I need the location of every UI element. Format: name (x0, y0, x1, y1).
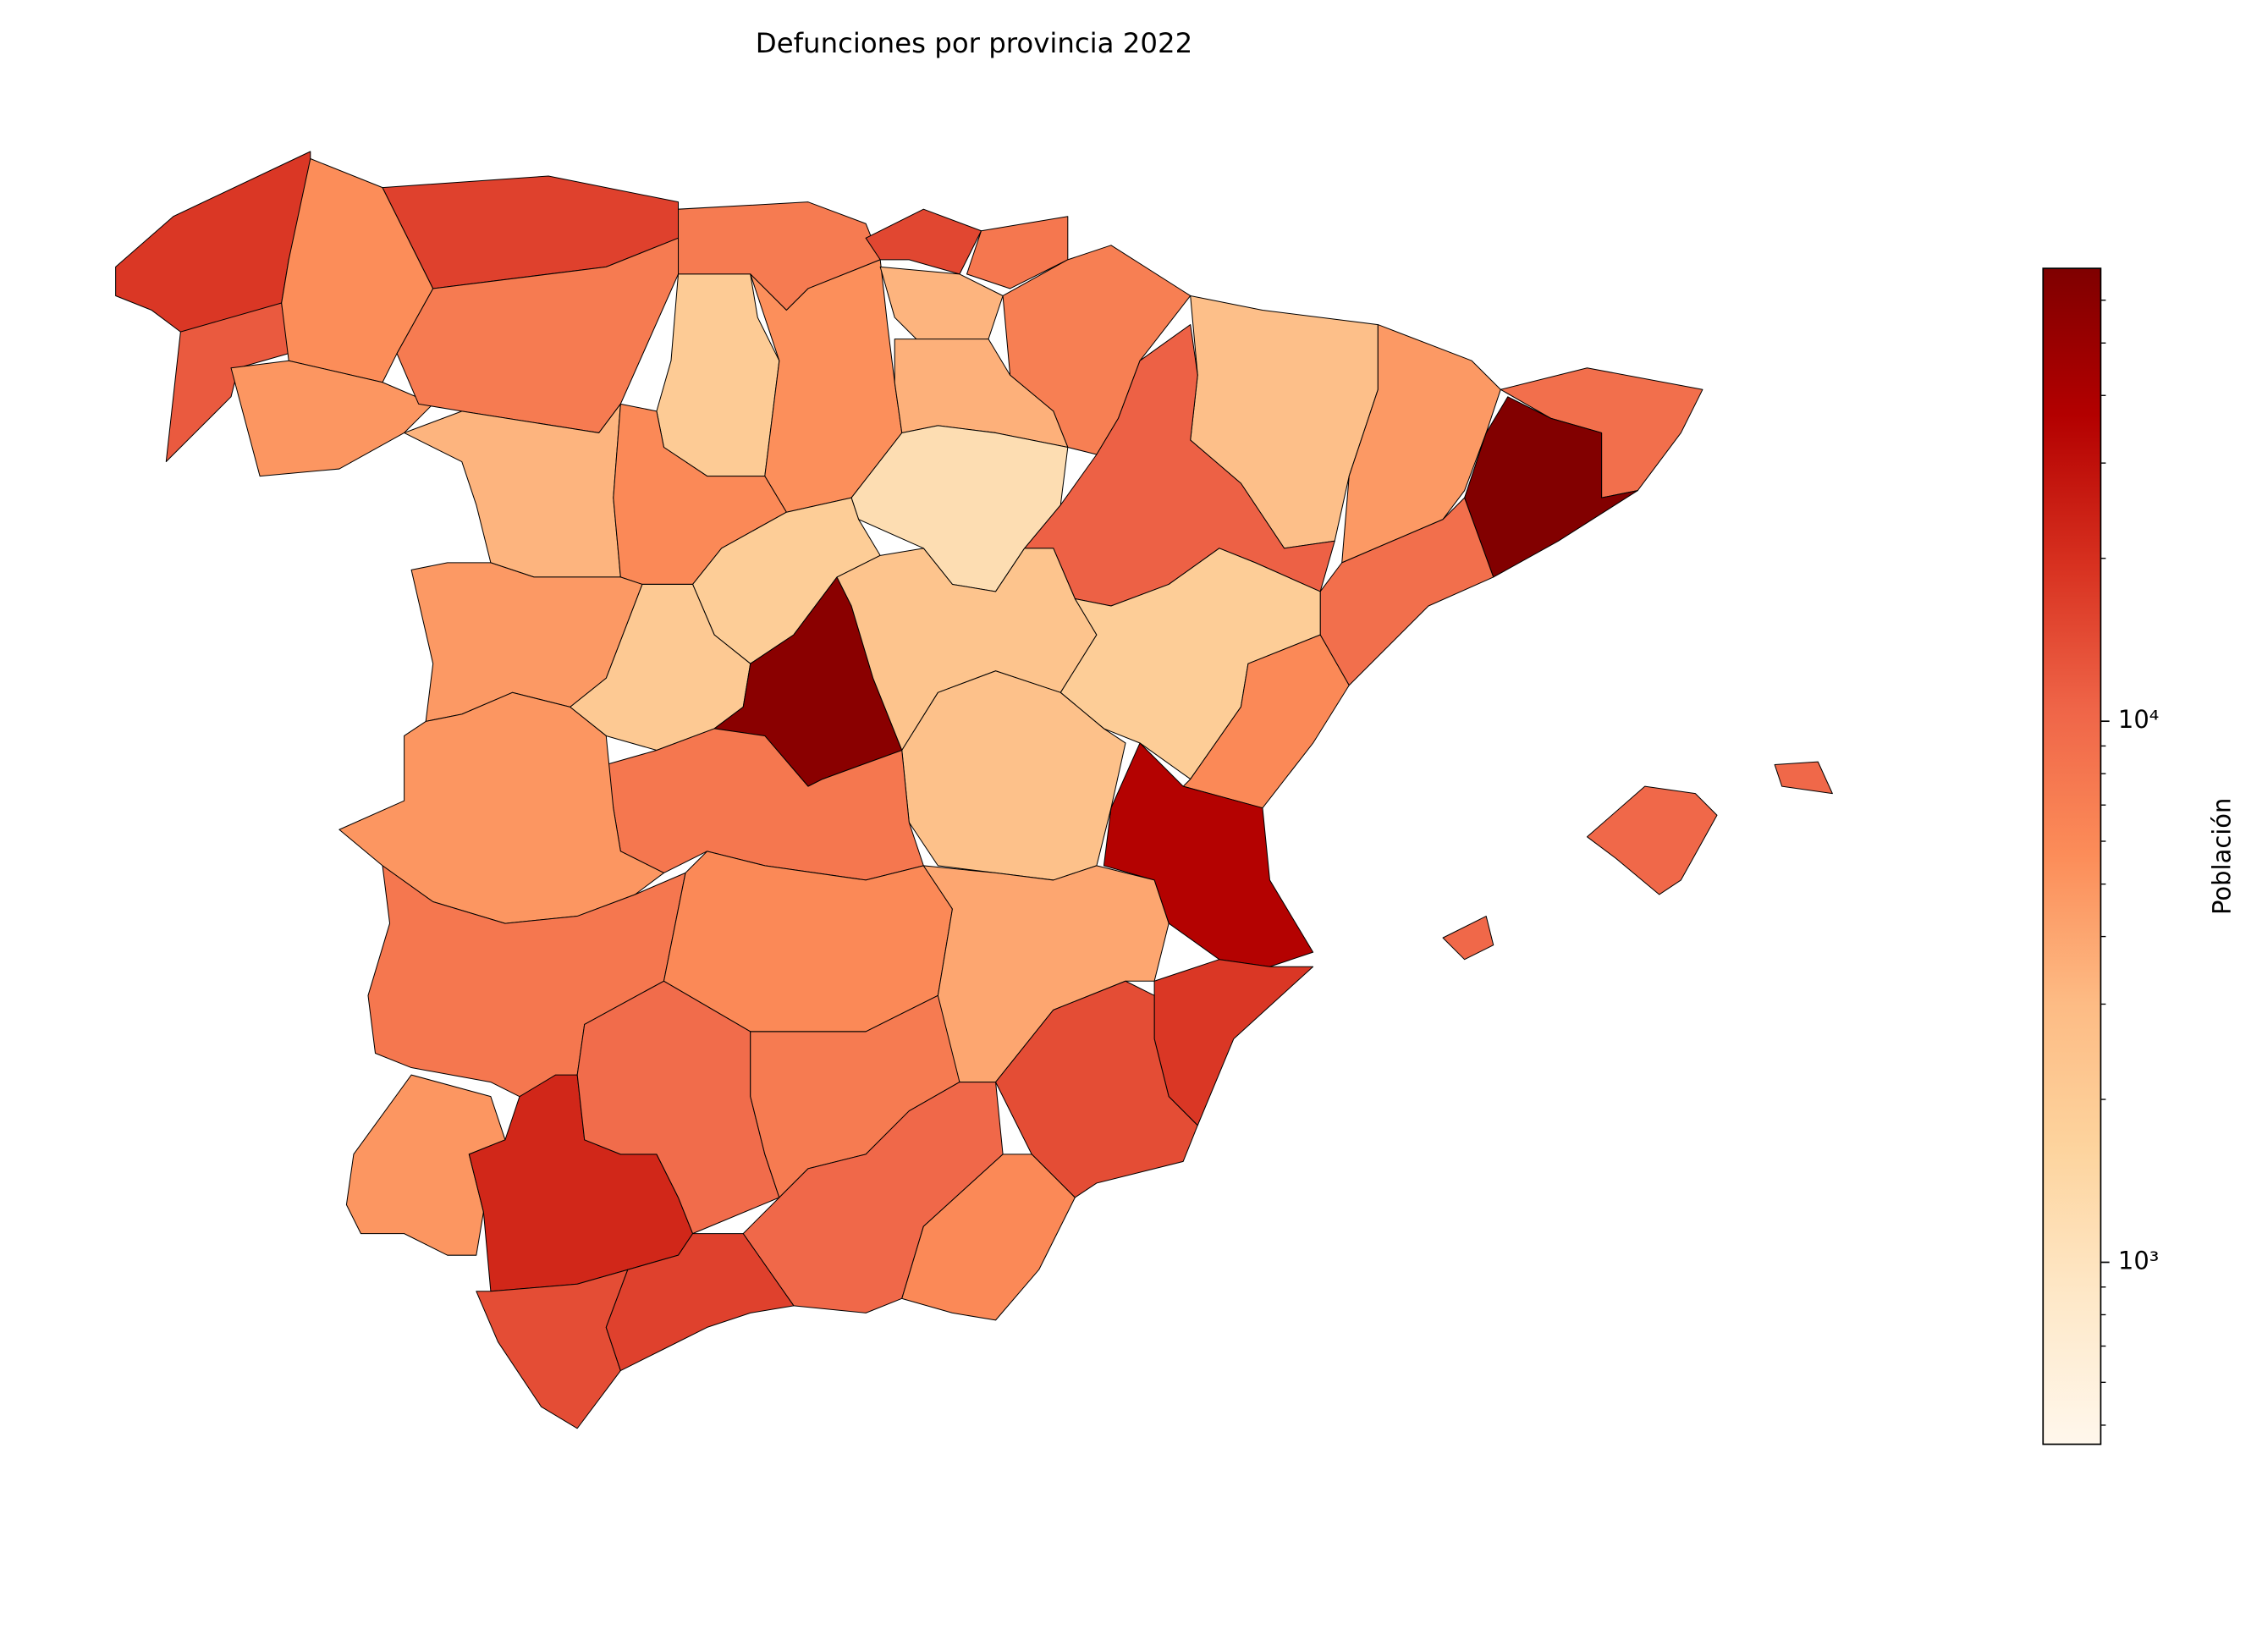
province (1442, 761, 1833, 961)
province (1153, 959, 1314, 1126)
province (476, 1269, 629, 1429)
province (605, 1233, 795, 1372)
colorbar-tick-label: 10³ (2118, 1247, 2159, 1275)
province (901, 1154, 1076, 1321)
colorbar-tick-label: 10⁴ (2118, 705, 2159, 734)
province (865, 208, 982, 275)
colorbar: 10³ 10⁴ Población (2042, 267, 2236, 1446)
province (1464, 396, 1638, 578)
province (966, 216, 1069, 289)
province (338, 691, 664, 924)
map (115, 151, 1833, 1429)
province (1341, 324, 1501, 564)
colorbar-gradient (2042, 267, 2102, 1446)
province (230, 360, 434, 477)
colorbar-label: Población (2207, 798, 2236, 915)
province (663, 851, 953, 1032)
chart-title: Defunciones por provincia 2022 (756, 27, 1192, 59)
